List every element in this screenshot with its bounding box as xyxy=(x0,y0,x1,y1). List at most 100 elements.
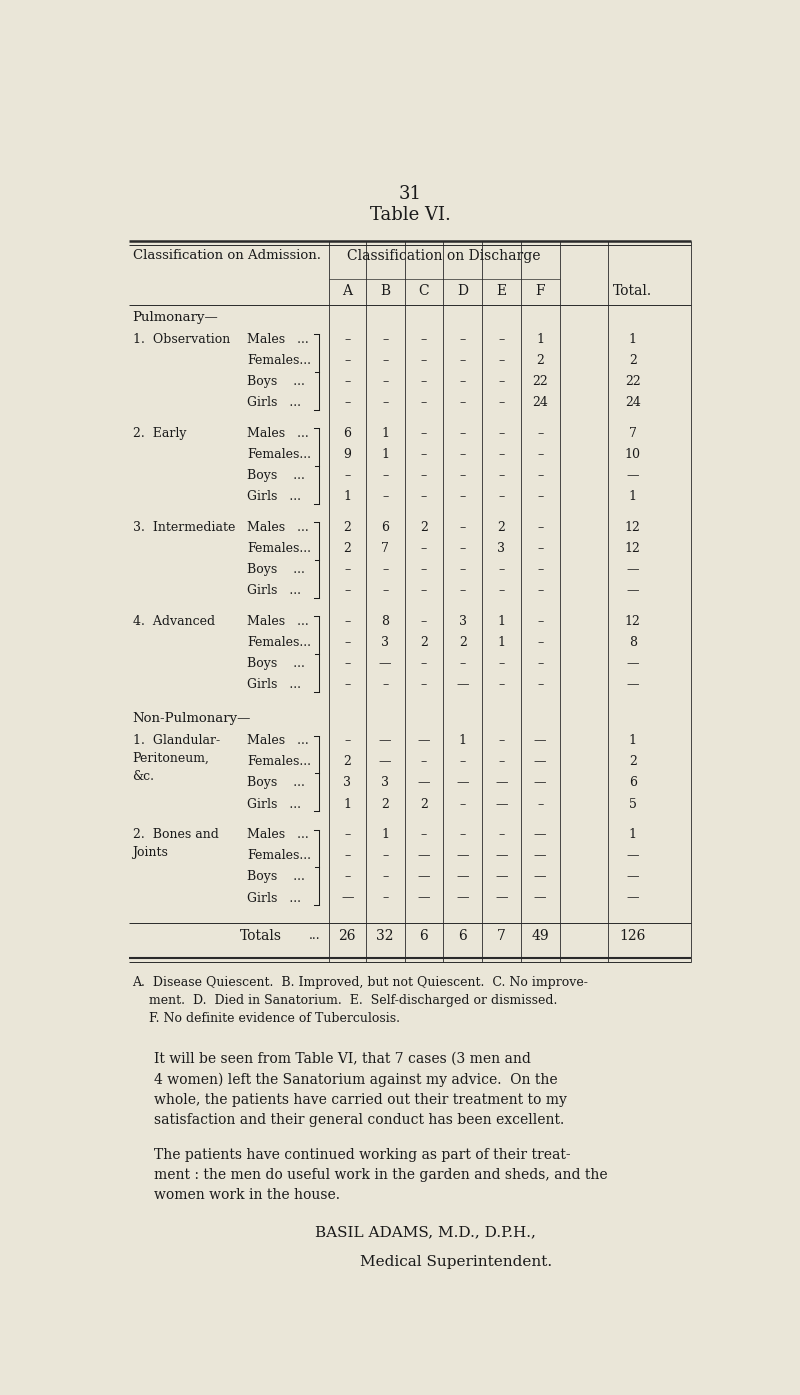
Text: Males   ...: Males ... xyxy=(247,615,309,628)
Text: 1: 1 xyxy=(343,798,351,810)
Text: –: – xyxy=(459,543,466,555)
Text: Classification on Admission.: Classification on Admission. xyxy=(133,250,321,262)
Text: Boys    ...: Boys ... xyxy=(247,870,305,883)
Text: —: — xyxy=(495,891,508,904)
Text: Girls   ...: Girls ... xyxy=(247,798,302,810)
Text: –: – xyxy=(537,427,543,439)
Text: –: – xyxy=(537,657,543,670)
Text: 6: 6 xyxy=(381,520,389,534)
Text: Joints: Joints xyxy=(133,847,169,859)
Text: —: — xyxy=(495,850,508,862)
Text: F. No definite evidence of Tuberculosis.: F. No definite evidence of Tuberculosis. xyxy=(133,1013,399,1025)
Text: –: – xyxy=(344,396,350,410)
Text: –: – xyxy=(382,585,388,597)
Text: 3: 3 xyxy=(343,777,351,790)
Text: 26: 26 xyxy=(338,929,356,943)
Text: —: — xyxy=(534,734,546,748)
Text: –: – xyxy=(344,734,350,748)
Text: 3: 3 xyxy=(381,777,389,790)
Text: –: – xyxy=(537,615,543,628)
Text: 6: 6 xyxy=(629,777,637,790)
Text: –: – xyxy=(459,333,466,346)
Text: —: — xyxy=(457,850,469,862)
Text: 2: 2 xyxy=(343,543,351,555)
Text: 2: 2 xyxy=(629,755,637,769)
Text: –: – xyxy=(421,585,427,597)
Text: –: – xyxy=(498,375,505,388)
Text: –: – xyxy=(421,427,427,439)
Text: 3: 3 xyxy=(498,543,506,555)
Text: —: — xyxy=(418,891,430,904)
Text: —: — xyxy=(626,469,639,483)
Text: 2: 2 xyxy=(343,520,351,534)
Text: 1: 1 xyxy=(629,491,637,504)
Text: —: — xyxy=(626,678,639,692)
Text: —: — xyxy=(626,850,639,862)
Text: –: – xyxy=(382,396,388,410)
Text: –: – xyxy=(382,564,388,576)
Text: –: – xyxy=(344,469,350,483)
Text: –: – xyxy=(344,615,350,628)
Text: 7: 7 xyxy=(497,929,506,943)
Text: 2: 2 xyxy=(343,755,351,769)
Text: 1: 1 xyxy=(343,491,351,504)
Text: –: – xyxy=(421,491,427,504)
Text: 3: 3 xyxy=(458,615,466,628)
Text: BASIL ADAMS, M.D., D.P.H.,: BASIL ADAMS, M.D., D.P.H., xyxy=(315,1226,536,1240)
Text: B: B xyxy=(380,283,390,297)
Text: —: — xyxy=(418,850,430,862)
Text: 6: 6 xyxy=(458,929,467,943)
Text: Totals: Totals xyxy=(239,929,282,943)
Text: D: D xyxy=(458,283,468,297)
Text: —: — xyxy=(626,657,639,670)
Text: –: – xyxy=(459,755,466,769)
Text: —: — xyxy=(534,755,546,769)
Text: Females...: Females... xyxy=(247,636,311,649)
Text: 1: 1 xyxy=(381,448,389,462)
Text: C: C xyxy=(418,283,430,297)
Text: –: – xyxy=(537,585,543,597)
Text: –: – xyxy=(344,564,350,576)
Text: –: – xyxy=(459,520,466,534)
Text: –: – xyxy=(459,491,466,504)
Text: –: – xyxy=(421,469,427,483)
Text: 8: 8 xyxy=(629,636,637,649)
Text: Girls   ...: Girls ... xyxy=(247,585,302,597)
Text: 12: 12 xyxy=(625,520,641,534)
Text: –: – xyxy=(498,678,505,692)
Text: 6: 6 xyxy=(343,427,351,439)
Text: ment : the men do useful work in the garden and sheds, and the: ment : the men do useful work in the gar… xyxy=(154,1168,608,1182)
Text: E: E xyxy=(496,283,506,297)
Text: –: – xyxy=(498,448,505,462)
Text: Total.: Total. xyxy=(614,283,652,297)
Text: F: F xyxy=(535,283,545,297)
Text: –: – xyxy=(459,354,466,367)
Text: –: – xyxy=(344,585,350,597)
Text: 3: 3 xyxy=(381,636,389,649)
Text: 4.  Advanced: 4. Advanced xyxy=(133,615,214,628)
Text: –: – xyxy=(344,870,350,883)
Text: Females...: Females... xyxy=(247,755,311,769)
Text: Boys    ...: Boys ... xyxy=(247,469,305,483)
Text: Table VI.: Table VI. xyxy=(370,206,450,225)
Text: 1: 1 xyxy=(629,333,637,346)
Text: whole, the patients have carried out their treatment to my: whole, the patients have carried out the… xyxy=(154,1092,567,1108)
Text: –: – xyxy=(421,615,427,628)
Text: –: – xyxy=(382,354,388,367)
Text: 49: 49 xyxy=(531,929,549,943)
Text: 2: 2 xyxy=(458,636,466,649)
Text: —: — xyxy=(341,891,354,904)
Text: 2.  Bones and: 2. Bones and xyxy=(133,829,218,841)
Text: –: – xyxy=(421,375,427,388)
Text: 10: 10 xyxy=(625,448,641,462)
Text: 1: 1 xyxy=(629,734,637,748)
Text: —: — xyxy=(418,870,430,883)
Text: –: – xyxy=(344,657,350,670)
Text: 2: 2 xyxy=(629,354,637,367)
Text: –: – xyxy=(382,469,388,483)
Text: Peritoneum,: Peritoneum, xyxy=(133,752,210,766)
Text: –: – xyxy=(382,850,388,862)
Text: –: – xyxy=(498,829,505,841)
Text: 12: 12 xyxy=(625,543,641,555)
Text: 4 women) left the Sanatorium against my advice.  On the: 4 women) left the Sanatorium against my … xyxy=(154,1073,558,1087)
